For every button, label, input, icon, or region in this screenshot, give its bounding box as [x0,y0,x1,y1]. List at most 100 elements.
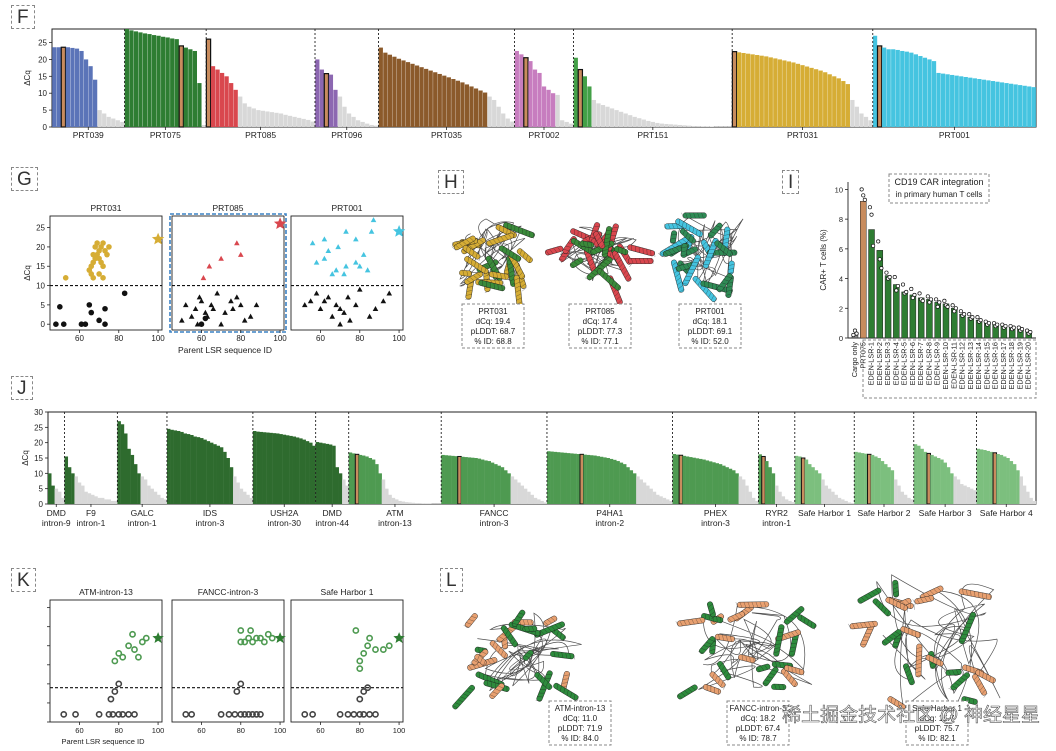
panel-label-L: L [440,568,463,592]
bar [844,500,848,504]
bar [884,464,888,504]
helix-turn [807,619,809,626]
bar [782,60,787,128]
helix-turn [891,633,897,638]
helix-turn [511,622,518,625]
helix-turn [930,665,936,669]
helix-turn [514,277,520,281]
bar [868,120,873,127]
bar [532,69,538,127]
bar [130,454,135,504]
helix-turn [567,242,574,245]
bar [482,92,488,127]
helix-turn [584,237,590,243]
helix-turn [904,626,905,633]
group-label: DMD [47,508,66,518]
bar [365,123,370,127]
category-label: EDEN-LSR-10 [941,342,950,389]
helix-turn [615,296,621,301]
bar [685,456,690,504]
bar [918,56,923,127]
bar [709,126,714,127]
helix-turn [498,636,505,640]
y-tick-label: 20 [36,243,45,252]
helix-turn [915,662,922,665]
bar [120,424,125,504]
bar [863,116,869,127]
bar [960,484,964,504]
group-label: intron-1 [128,518,157,528]
helix-turn [460,696,466,700]
helix-turn [527,626,531,632]
helix-turn [893,594,899,598]
bar [926,299,933,339]
bar [414,65,420,127]
helix-turn [525,254,529,261]
bar [864,453,868,504]
helix-turn [864,622,868,628]
panel-L-info-line: Safe Harbor 1 [912,704,962,713]
helix-body [677,617,706,627]
category-label: EDEN-LSR-15 [982,342,991,389]
bar [850,503,855,504]
panel-L-info-line: FANCC-intron-3 [730,704,787,713]
bar [388,494,392,504]
helix-turn [468,245,474,250]
helix-turn [973,667,975,674]
bar [156,35,161,127]
panel-H-info-line: dCq: 19.4 [476,317,511,326]
helix-turn [576,259,582,264]
helix-turn [693,212,696,219]
helix-turn [515,293,522,297]
helix-turn [558,622,563,628]
helix [478,279,506,292]
bar [360,121,365,127]
helix-body [797,614,817,629]
helix-turn [962,588,964,595]
bar [533,497,538,504]
helix-turn [718,688,719,695]
helix-turn [516,297,522,301]
helix-turn [791,642,798,644]
bar [305,441,310,504]
bar [315,59,320,128]
bar [387,54,392,128]
helix-turn [735,602,739,608]
helix [532,621,565,638]
bar [556,452,561,504]
helix-turn [617,299,623,305]
bar [392,56,397,128]
helix [771,683,787,691]
replicate-point [1011,325,1016,330]
category-label: EDEN-LSR-2 [875,342,884,385]
bar [745,485,749,504]
bar [229,83,234,127]
panel-L-info-box [905,700,969,746]
helix-turn [573,261,579,266]
bar [691,125,696,127]
helix-turn [454,702,461,706]
bar [857,452,862,504]
watermark-text: 稀土掘金技术社区 @ 神经星星 [782,704,1040,726]
helix-turn [905,669,911,674]
helix-turn [687,619,691,625]
helix-turn [924,596,928,603]
group-label: PRT039 [73,130,104,140]
group-label: intron-3 [480,518,509,528]
helix-turn [492,691,498,695]
category-label: EDEN-LSR-3 [883,342,892,385]
miss-point [386,290,393,296]
y-tick-label: 20 [38,55,47,64]
bar [773,58,778,127]
bar [920,448,924,504]
bar [1006,458,1010,504]
replicate-point [967,312,972,317]
helix-turn [936,658,938,665]
bar [398,500,402,504]
helix-turn [483,673,484,680]
miss-point [95,710,103,718]
helix [593,231,606,249]
bar [272,433,277,504]
bar [930,454,934,504]
helix [885,596,909,613]
